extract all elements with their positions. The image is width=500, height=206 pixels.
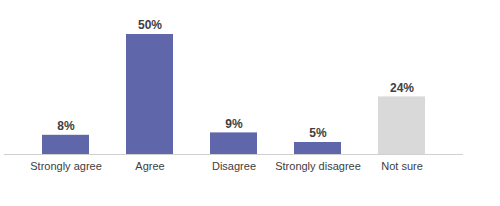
svg-text:Strongly disagree: Strongly disagree: [275, 160, 361, 172]
svg-text:9%: 9%: [225, 117, 243, 131]
svg-text:Disagree: Disagree: [212, 160, 256, 172]
svg-text:Not sure: Not sure: [381, 160, 423, 172]
svg-text:24%: 24%: [390, 81, 414, 95]
svg-text:5%: 5%: [309, 126, 327, 140]
svg-text:8%: 8%: [57, 119, 75, 133]
svg-text:50%: 50%: [138, 18, 162, 32]
svg-text:Strongly agree: Strongly agree: [30, 160, 102, 172]
svg-text:Agree: Agree: [135, 160, 164, 172]
